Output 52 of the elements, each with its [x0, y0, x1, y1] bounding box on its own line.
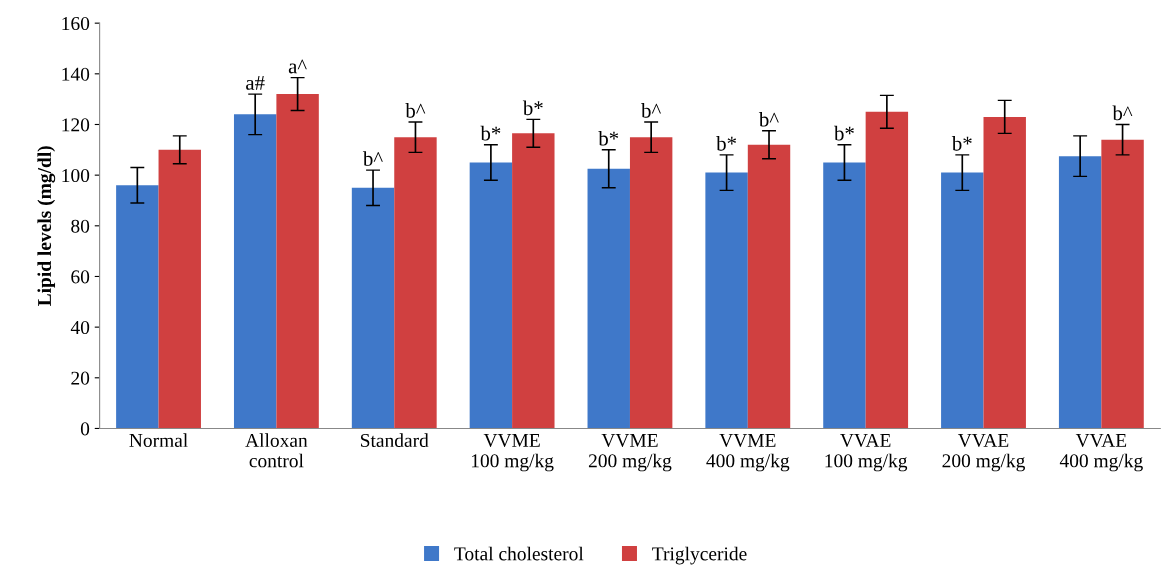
bar — [865, 111, 909, 429]
annotation: a# — [246, 76, 265, 90]
bar — [276, 94, 319, 429]
bar — [1058, 156, 1102, 429]
bar — [1101, 139, 1144, 429]
annotation: b* — [480, 125, 501, 141]
annotation: a^ — [288, 59, 307, 74]
x-tick-label: VVME 100 mg/kg — [471, 434, 554, 472]
annotation: b^ — [641, 103, 661, 118]
bar — [512, 133, 555, 429]
x-tick-label: Standard — [360, 433, 429, 448]
bar — [629, 137, 673, 429]
y-tick-label: 140 — [62, 67, 90, 81]
y-tick-label: 120 — [62, 118, 90, 132]
x-tick-label: VVME 400 mg/kg — [706, 434, 790, 472]
annotation: b^ — [1112, 105, 1133, 121]
y-tick-label: 0 — [80, 422, 90, 436]
bar — [705, 172, 748, 429]
bar — [116, 185, 159, 429]
y-axis-title: Lipid levels (mg/dl) — [37, 146, 56, 306]
x-tick-label: Alloxan control — [245, 433, 308, 468]
bar — [587, 168, 630, 429]
x-tick-label: VVAE 100 mg/kg — [825, 433, 908, 472]
annotation: b* — [951, 135, 972, 151]
annotation: b* — [522, 100, 543, 116]
annotation: b^ — [362, 151, 383, 166]
annotation: b^ — [758, 111, 779, 127]
bar — [983, 116, 1026, 429]
y-tick-label: 80 — [71, 219, 90, 233]
bar — [351, 187, 395, 429]
x-tick-label: VVAE 200 mg/kg — [942, 433, 1025, 472]
x-tick-label: VVME 200 mg/kg — [588, 434, 672, 472]
bar — [469, 162, 513, 429]
y-tick-label: 100 — [62, 168, 90, 183]
annotation: b* — [716, 135, 737, 151]
bar — [941, 172, 984, 429]
bar — [747, 144, 791, 429]
y-tick-label: 60 — [71, 270, 90, 284]
legend-label: Total cholesterol — [454, 546, 584, 561]
y-tick-label: 160 — [62, 16, 90, 31]
bar — [394, 137, 437, 429]
x-tick-label: VVAE 400 mg/kg — [1059, 433, 1143, 472]
bar — [233, 114, 277, 429]
annotation: b* — [598, 130, 619, 146]
bar — [158, 149, 201, 429]
y-tick-label: 40 — [70, 320, 90, 335]
legend-label: Triglyceride — [652, 546, 747, 565]
y-tick-label: 20 — [71, 371, 90, 385]
annotation: b* — [834, 125, 854, 141]
x-tick-label: Normal — [129, 433, 188, 448]
bar — [823, 162, 866, 429]
annotation: b^ — [405, 103, 426, 118]
